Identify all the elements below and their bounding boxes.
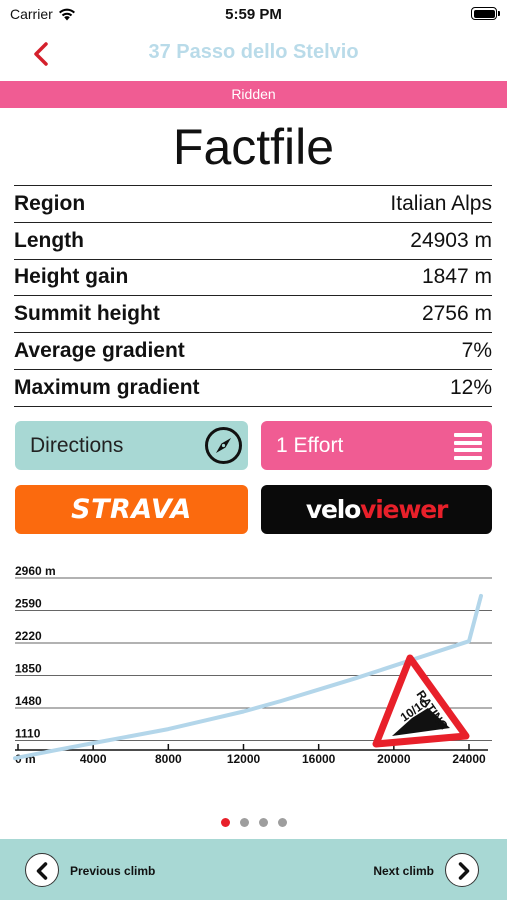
fact-label: Average gradient (14, 339, 185, 363)
directions-button[interactable]: Directions (15, 421, 248, 470)
veloviewer-logo-a: velo (305, 495, 361, 524)
fact-label: Maximum gradient (14, 375, 200, 399)
fact-label: Length (14, 228, 84, 252)
back-button[interactable] (28, 38, 56, 70)
rating-sign-icon: RATING 10/10 (372, 654, 470, 748)
chevron-left-icon (36, 862, 48, 880)
fact-row-summit-height: Summit height 2756 m (14, 296, 492, 334)
wifi-icon (58, 8, 75, 20)
fact-row-maximum-gradient: Maximum gradient 12% (14, 370, 492, 407)
list-icon (454, 433, 482, 460)
fact-value: 1847 m (421, 265, 492, 289)
battery-icon (471, 7, 500, 20)
veloviewer-logo: veloviewer (305, 495, 448, 524)
page-title: Factfile (172, 119, 335, 175)
status-time: 5:59 PM (225, 6, 282, 23)
strava-logo: STRAVA (71, 494, 192, 525)
nav-bar: 37 Passo dello Stelvio (0, 30, 507, 78)
status-carrier: Carrier (10, 6, 76, 22)
fact-label: Region (14, 191, 86, 215)
page-indicator[interactable] (0, 818, 507, 827)
fact-row-height-gain: Height gain 1847 m (14, 260, 492, 297)
chevron-right-icon (458, 862, 470, 880)
carrier-label: Carrier (10, 6, 53, 22)
next-climb-button[interactable] (445, 853, 479, 887)
y-tick-label: 1850 (15, 662, 42, 676)
fact-value: Italian Alps (390, 191, 492, 215)
fact-row-region: Region Italian Alps (14, 186, 492, 223)
status-bar: Carrier 5:59 PM (0, 0, 507, 30)
fact-label: Height gain (14, 265, 129, 289)
x-tick-label: 12000 (227, 752, 261, 766)
y-tick-label: 1480 (15, 694, 42, 708)
x-tick-label: 16000 (302, 752, 336, 766)
next-climb-label[interactable]: Next climb (373, 864, 434, 878)
previous-climb-button[interactable] (25, 853, 59, 887)
fact-value: 2756 m (421, 302, 492, 326)
page-dot[interactable] (258, 818, 268, 827)
x-tick-label: 4000 (80, 752, 107, 766)
y-tick-label: 1110 (15, 727, 41, 741)
x-tick-label: 24000 (452, 752, 486, 766)
page-dot[interactable] (239, 818, 249, 827)
fact-value: 7% (461, 339, 492, 363)
chart-y-ticks: 2960 m 2590 2220 1850 1480 1110 (15, 564, 56, 741)
directions-label: Directions (30, 433, 124, 457)
fact-value: 24903 m (410, 228, 492, 252)
fact-label: Summit height (14, 302, 160, 326)
effort-button[interactable]: 1 Effort (261, 421, 492, 470)
compass-icon (205, 427, 242, 464)
chevron-left-icon (34, 42, 48, 66)
y-tick-label: 2220 (15, 629, 42, 643)
elevation-profile-line (13, 593, 483, 761)
fact-row-average-gradient: Average gradient 7% (14, 333, 492, 370)
x-tick-label: 20000 (377, 752, 411, 766)
veloviewer-logo-b: viewer (360, 495, 448, 524)
veloviewer-button[interactable]: veloviewer (261, 485, 492, 534)
chart-x-ticks: 0 m 4000 8000 12000 16000 20000 24000 (15, 744, 486, 766)
y-tick-label: 2960 m (15, 564, 56, 578)
x-tick-label: 8000 (155, 752, 182, 766)
effort-label: 1 Effort (276, 433, 344, 457)
page-dot[interactable] (220, 818, 230, 827)
fact-row-length: Length 24903 m (14, 223, 492, 260)
ridden-banner: Ridden (0, 81, 507, 108)
bottom-bar: Previous climb Next climb (0, 839, 507, 900)
page-dot[interactable] (277, 818, 287, 827)
strava-button[interactable]: STRAVA (15, 485, 248, 534)
previous-climb-label[interactable]: Previous climb (70, 864, 156, 878)
y-tick-label: 2590 (15, 597, 42, 611)
nav-title: 37 Passo dello Stelvio (148, 41, 359, 63)
facts-table: Region Italian Alps Length 24903 m Heigh… (14, 185, 492, 407)
fact-value: 12% (449, 375, 492, 399)
